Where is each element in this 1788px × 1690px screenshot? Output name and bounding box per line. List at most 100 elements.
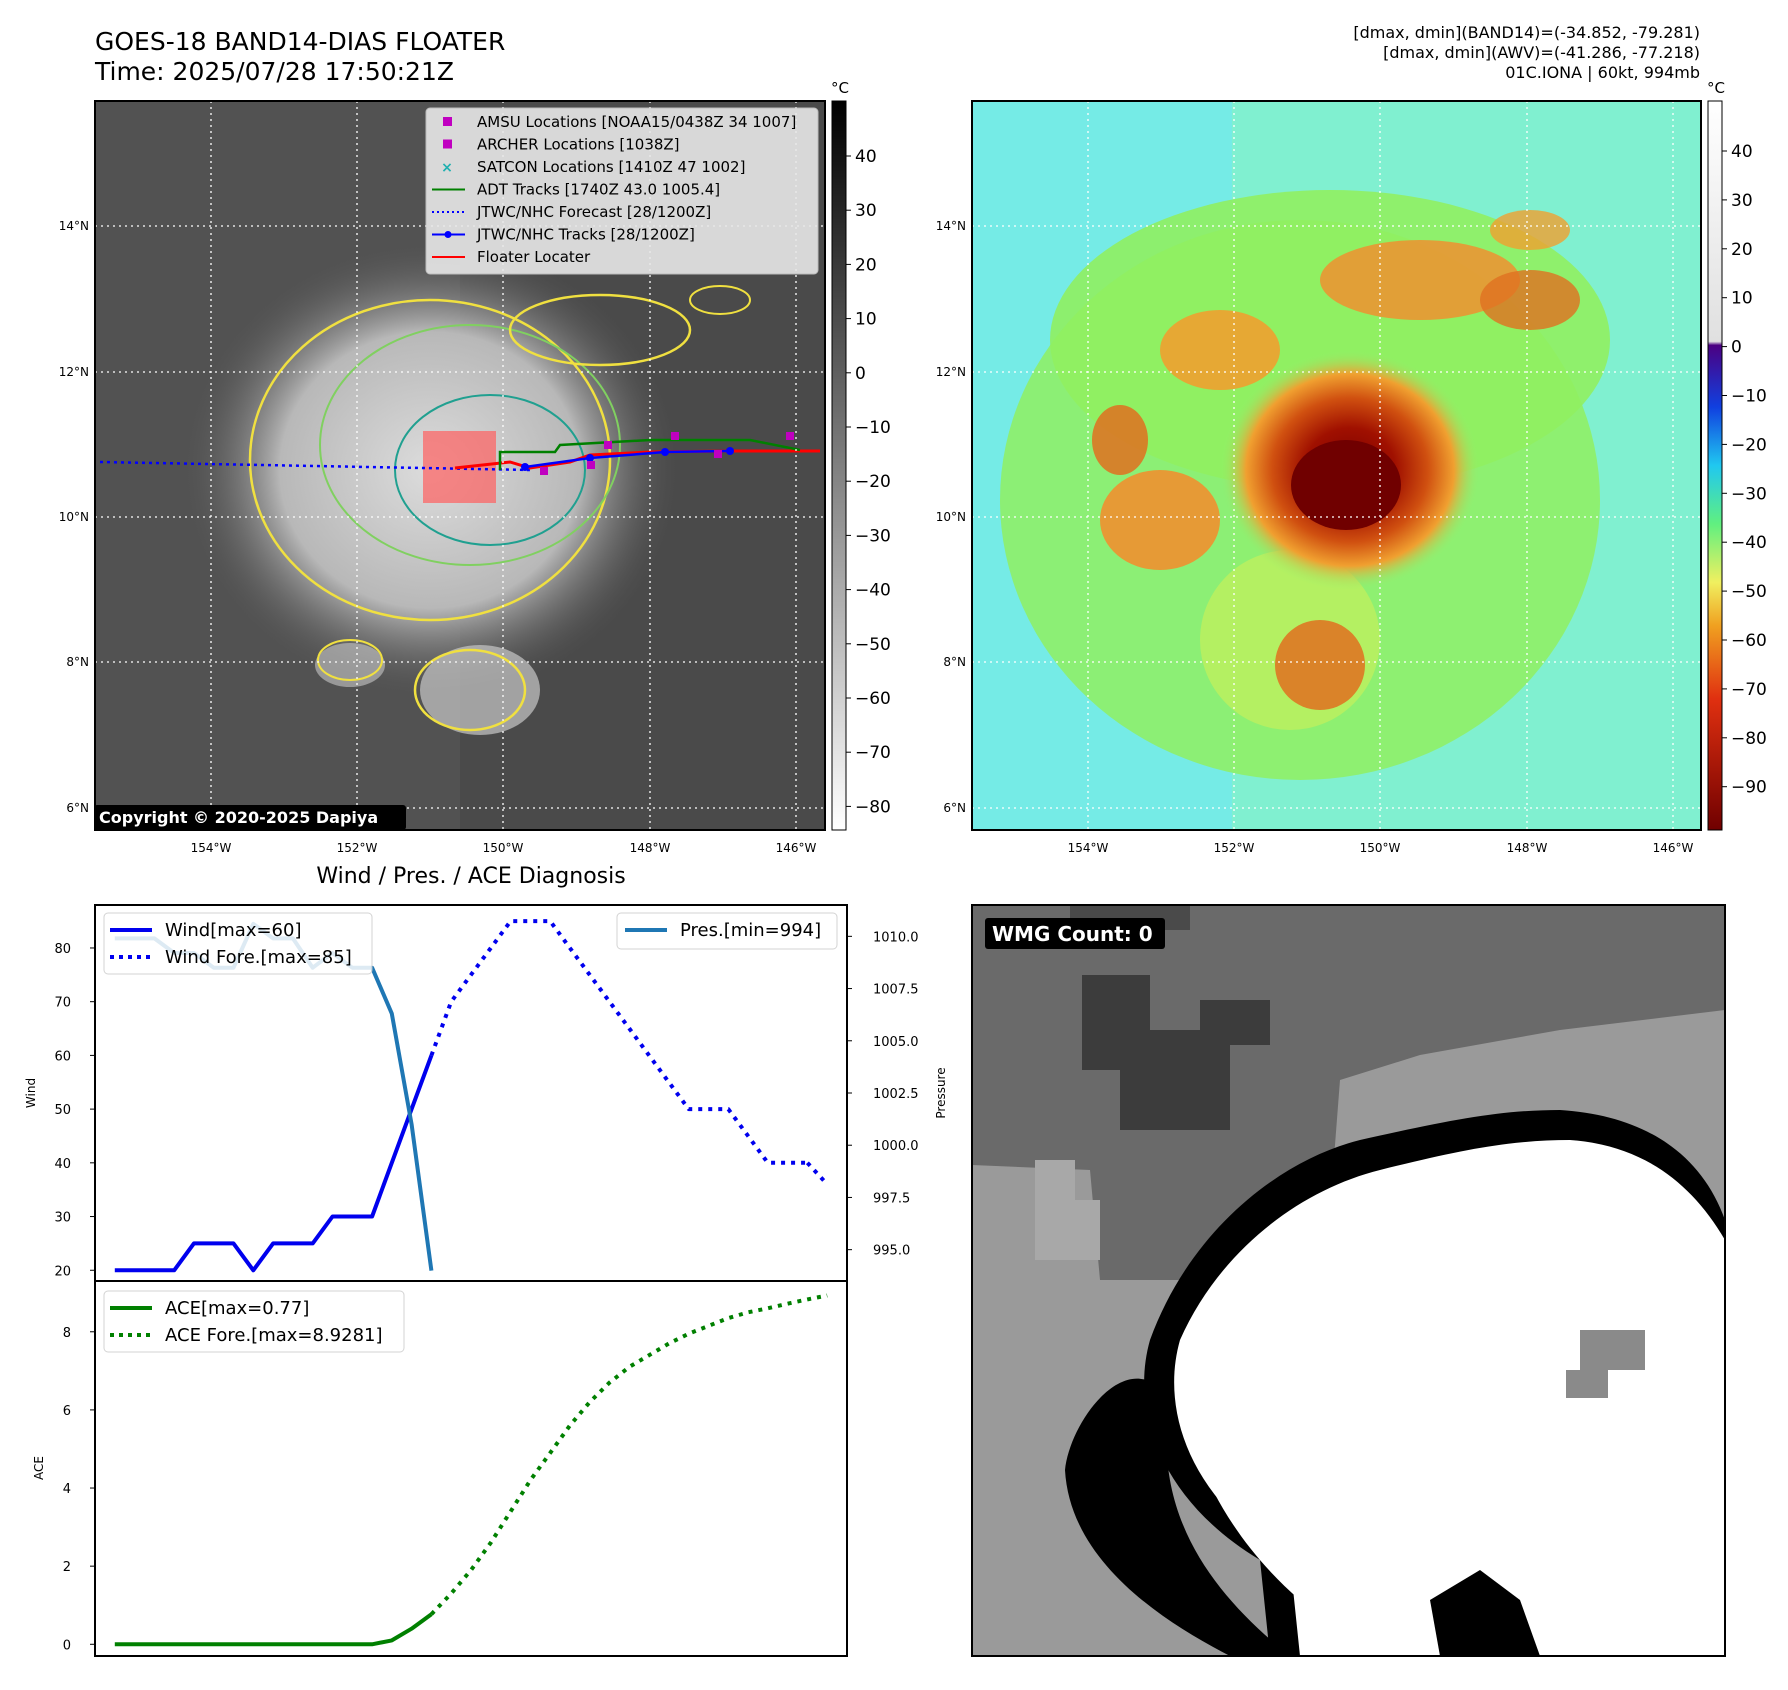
ir-lat-label-4: 6°N — [66, 801, 89, 815]
wind-series-line-0 — [114, 1054, 434, 1273]
ir-lat-label-2: 10°N — [59, 510, 89, 524]
wind-fore-legend-label: Wind Fore.[max=85] — [165, 947, 352, 968]
pressure-tick-label-6: 995.0 — [873, 1244, 910, 1259]
wind-axis-label: Wind — [24, 1078, 38, 1108]
ace-series-line-0 — [114, 1612, 433, 1647]
wind-tick-label-3: 50 — [54, 1103, 71, 1118]
ace-series-line-1 — [429, 1293, 828, 1616]
awv-cb-label-11: −70 — [1731, 680, 1767, 700]
ir-lat-label-3: 8°N — [66, 655, 89, 669]
awv-lon-label-0: 154°W — [1068, 841, 1109, 855]
ir-lon-label-1: 152°W — [337, 841, 378, 855]
wind-tick-label-6: 20 — [54, 1264, 71, 1279]
wind-tick-label-5: 30 — [54, 1211, 71, 1226]
legend-label-3: ADT Tracks [1740Z 43.0 1005.4] — [477, 181, 720, 199]
wmg-badge — [985, 918, 1165, 949]
awv-cb-label-12: −80 — [1731, 729, 1767, 749]
awv-lon-label-3: 148°W — [1507, 841, 1548, 855]
ir-lat-label-1: 12°N — [59, 365, 89, 379]
legend-label-5: JTWC/NHC Tracks [28/1200Z] — [476, 226, 695, 244]
awv-image — [972, 101, 1701, 830]
ace-tick-label-2: 4 — [63, 1482, 71, 1497]
wind-tick-label-2: 60 — [54, 1049, 71, 1064]
awv-cb-label-0: 40 — [1731, 142, 1753, 162]
ir-cb-label-7: −30 — [855, 526, 891, 546]
awv-lat-label-3: 8°N — [943, 655, 966, 669]
legend-marker-0 — [443, 117, 452, 126]
info-line3: 01C.IONA | 60kt, 994mb — [1505, 63, 1700, 82]
wind-legend-label: Wind[max=60] — [165, 920, 302, 941]
ace-axis-label: ACE — [32, 1456, 46, 1480]
ace-legend: ACE[max=0.77] ACE Fore.[max=8.9281] — [103, 1290, 405, 1353]
ir-cb-label-2: 20 — [855, 255, 877, 275]
pressure-legend: Pres.[min=994] — [616, 912, 838, 950]
legend-label-4: JTWC/NHC Forecast [28/1200Z] — [476, 203, 711, 221]
awv-cb-label-4: 0 — [1731, 338, 1742, 358]
legend-marker-dot-5 — [444, 231, 452, 238]
ir-lat-label-0: 14°N — [59, 219, 89, 233]
awv-cb-label-2: 20 — [1731, 240, 1753, 260]
pressure-tick-label-3: 1002.5 — [873, 1087, 919, 1102]
diagnosis-title: Wind / Pres. / ACE Diagnosis — [316, 864, 625, 889]
pressure-tick-label-2: 1005.0 — [873, 1035, 919, 1050]
ace-tick-label-3: 2 — [63, 1560, 71, 1575]
figure-title-line1: GOES-18 BAND14-DIAS FLOATER — [95, 27, 505, 56]
awv-panel: [dmax, dmin](BAND14)=(-34.852, -79.281) … — [971, 23, 1767, 831]
wind-tick-label-4: 40 — [54, 1157, 71, 1172]
awv-lat-label-0: 14°N — [936, 219, 966, 233]
ir-legend: AMSU Locations [NOAA15/0438Z 34 1007] ARC… — [425, 107, 819, 275]
awv-lat-label-4: 6°N — [943, 801, 966, 815]
pressure-axis-label: Pressure — [934, 1067, 948, 1118]
ir-cb-label-0: 40 — [855, 147, 877, 167]
ir-cb-label-8: −40 — [855, 581, 891, 601]
wind-legend: Wind[max=60] Wind Fore.[max=85] — [103, 912, 373, 975]
ir-colorbar: °C 40 30 20 10 0 −10 −20 −30 −40 −50 −60 −70 −80 — [831, 79, 891, 831]
ir-cb-label-11: −70 — [855, 743, 891, 763]
ir-cb-label-10: −60 — [855, 689, 891, 709]
pressure-tick-label-1: 1007.5 — [873, 983, 919, 998]
awv-lat-label-2: 10°N — [936, 510, 966, 524]
ir-lon-label-3: 148°W — [630, 841, 671, 855]
legend-label-6: Floater Locater — [477, 248, 591, 266]
legend-marker-1 — [443, 139, 452, 149]
pressure-tick-label-4: 1000.0 — [873, 1139, 919, 1154]
ace-tick-label-4: 0 — [63, 1638, 71, 1653]
legend-label-0: AMSU Locations [NOAA15/0438Z 34 1007] — [477, 113, 796, 131]
ir-panel: GOES-18 BAND14-DIAS FLOATER Time: 2025/0… — [94, 27, 891, 831]
awv-lon-label-1: 152°W — [1214, 841, 1255, 855]
ace-legend-label: ACE[max=0.77] — [165, 1298, 309, 1319]
ir-colorbar-unit: °C — [831, 79, 849, 97]
ir-cb-label-5: −10 — [855, 418, 891, 438]
ace-fore-legend-label: ACE Fore.[max=8.9281] — [165, 1325, 383, 1346]
wind-series-line-1 — [429, 919, 808, 1165]
awv-cb-label-5: −10 — [1731, 387, 1767, 407]
ir-cb-label-9: −50 — [855, 635, 891, 655]
ir-cb-label-1: 30 — [855, 201, 877, 221]
awv-cb-label-6: −20 — [1731, 435, 1767, 455]
ir-lon-label-2: 150°W — [483, 841, 524, 855]
awv-cb-label-8: −40 — [1731, 533, 1767, 553]
awv-cb-label-9: −50 — [1731, 582, 1767, 602]
copyright-text: Copyright © 2020-2025 Dapiya — [99, 808, 378, 827]
awv-cb-label-3: 10 — [1731, 289, 1753, 309]
ir-cb-label-12: −80 — [855, 797, 891, 817]
ir-cb-label-6: −20 — [855, 472, 891, 492]
ir-cb-label-3: 10 — [855, 310, 877, 330]
map-axis-labels: 14°N 12°N 10°N 8°N 6°N 154°W 152°W 150°W 148°W 14… — [59, 219, 1694, 855]
copyright-badge: Copyright © 2020-2025 Dapiya — [94, 805, 406, 830]
ir-cb-label-4: 0 — [855, 364, 866, 384]
legend-label-1: ARCHER Locations [1038Z] — [477, 136, 680, 154]
info-line2: [dmax, dmin](AWV)=(-41.286, -77.218) — [1383, 43, 1700, 62]
awv-lon-label-2: 150°W — [1360, 841, 1401, 855]
legend-marker-2: × — [441, 160, 453, 176]
legend-label-2: SATCON Locations [1410Z 47 1002] — [477, 158, 745, 176]
awv-frame — [971, 100, 1702, 831]
pressure-legend-label: Pres.[min=994] — [680, 920, 821, 941]
awv-cb-label-7: −30 — [1731, 484, 1767, 504]
ace-tick-label-0: 8 — [63, 1326, 71, 1341]
awv-cb-label-10: −60 — [1731, 631, 1767, 651]
pressure-tick-label-0: 1010.0 — [873, 930, 919, 945]
figure-title-line2: Time: 2025/07/28 17:50:21Z — [94, 57, 454, 86]
wind-tick-label-0: 80 — [54, 942, 71, 957]
